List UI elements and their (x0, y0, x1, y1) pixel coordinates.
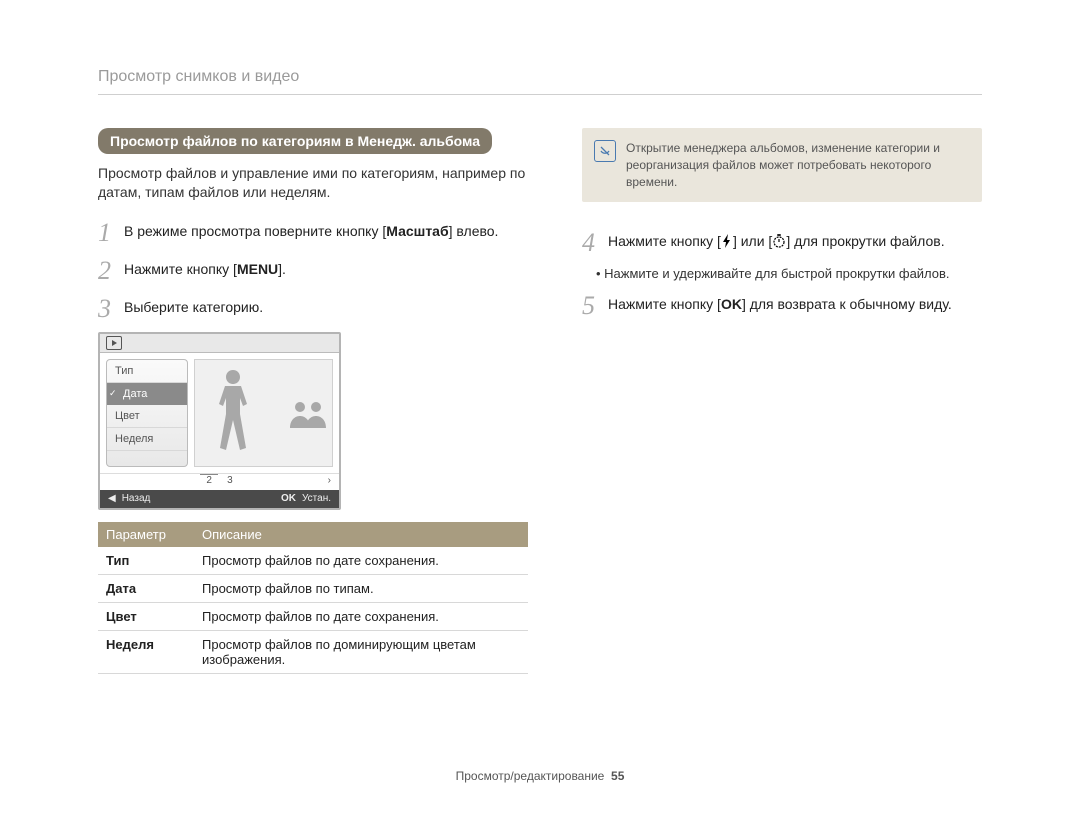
page-header: Просмотр снимков и видео (98, 68, 299, 86)
note-callout: Открытие менеджера альбомов, изменение к… (582, 128, 982, 202)
step-text: Выберите категорию. (124, 294, 263, 318)
menu-item-label: Дата (123, 388, 147, 400)
footer-page-number: 55 (611, 769, 624, 783)
intro-text: Просмотр файлов и управление ими по кате… (98, 164, 528, 202)
step-2: 2 Нажмите кнопку [MENU]. (98, 256, 528, 286)
ok-label: OK (281, 493, 296, 504)
playback-mode-icon (106, 336, 122, 350)
step-number: 3 (98, 294, 124, 324)
section-title: Просмотр файлов по категориям в Менедж. … (98, 128, 492, 154)
timer-icon (772, 234, 786, 254)
step-suffix: ]. (278, 261, 286, 277)
param-label: Тип (98, 547, 194, 575)
page-num-current: 2 (200, 474, 218, 486)
step-text: Нажмите кнопку [ ] или [ ] для прокрутки ф… (608, 228, 945, 254)
set-label: Устан. (302, 493, 331, 504)
figure-pager: 2 3 › (100, 473, 339, 490)
step-mid: ] или [ (733, 233, 772, 249)
step-number: 1 (98, 218, 124, 248)
menu-item-week[interactable]: Неделя (107, 428, 187, 451)
chevron-right-icon: › (328, 475, 331, 486)
step-prefix: Нажмите кнопку [ (608, 296, 721, 312)
step-suffix: ] для возврата к обычному виду. (742, 296, 952, 312)
step-suffix: ] влево. (449, 223, 499, 239)
table-row: ДатаПросмотр файлов по типам. (98, 574, 528, 602)
flash-icon (721, 234, 733, 254)
step-text: Нажмите кнопку [MENU]. (124, 256, 286, 280)
step-5: 5 Нажмите кнопку [OK] для возврата к обы… (582, 291, 982, 321)
step-prefix: В режиме просмотра поверните кнопку [ (124, 223, 386, 239)
table-head-param: Параметр (98, 522, 194, 547)
step-number: 4 (582, 228, 608, 258)
params-table: Параметр Описание ТипПросмотр файлов по … (98, 522, 528, 674)
step-text: В режиме просмотра поверните кнопку [Мас… (124, 218, 498, 242)
param-label: Дата (98, 574, 194, 602)
step-suffix: ] для прокрутки файлов. (786, 233, 944, 249)
camera-screen-figure: Тип Дата Цвет Неделя (98, 332, 341, 510)
footer-label: Просмотр/редактирование (456, 769, 605, 783)
param-desc: Просмотр файлов по дате сохранения. (194, 547, 528, 575)
step-prefix: Нажмите кнопку [ (124, 261, 237, 277)
figure-bottombar: ◀ Назад OK Устан. (100, 490, 339, 508)
table-row: ТипПросмотр файлов по дате сохранения. (98, 547, 528, 575)
person-silhouette-icon (211, 368, 255, 458)
back-label: Назад (122, 493, 151, 504)
people-silhouette-icon (290, 398, 326, 428)
category-menu: Тип Дата Цвет Неделя (106, 359, 188, 467)
step-key: MENU (237, 261, 278, 277)
table-row: НеделяПросмотр файлов по доминирующим цв… (98, 630, 528, 673)
step-key: Масштаб (386, 223, 448, 239)
param-desc: Просмотр файлов по доминирующим цветам и… (194, 630, 528, 673)
table-row: ЦветПросмотр файлов по дате сохранения. (98, 602, 528, 630)
param-label: Неделя (98, 630, 194, 673)
page-footer: Просмотр/редактирование 55 (0, 769, 1080, 783)
menu-item-date[interactable]: Дата (107, 383, 187, 405)
figure-topbar (100, 334, 339, 353)
page-num: 3 (221, 475, 239, 486)
callout-text: Открытие менеджера альбомов, изменение к… (626, 141, 940, 189)
table-head-desc: Описание (194, 522, 528, 547)
step-4-sub: Нажмите и удерживайте для быстрой прокру… (596, 266, 982, 281)
step-number: 5 (582, 291, 608, 321)
step-4: 4 Нажмите кнопку [ ] или [ ] для прокрутки… (582, 228, 982, 258)
step-number: 2 (98, 256, 124, 286)
header-rule (98, 94, 982, 95)
back-arrow-icon: ◀ (108, 493, 116, 504)
step-prefix: Нажмите кнопку [ (608, 233, 721, 249)
step-1: 1 В режиме просмотра поверните кнопку [М… (98, 218, 528, 248)
step-3: 3 Выберите категорию. (98, 294, 528, 324)
preview-thumbnail (194, 359, 333, 467)
param-desc: Просмотр файлов по дате сохранения. (194, 602, 528, 630)
menu-item-color[interactable]: Цвет (107, 405, 187, 428)
step-text: Нажмите кнопку [OK] для возврата к обычн… (608, 291, 952, 315)
param-desc: Просмотр файлов по типам. (194, 574, 528, 602)
menu-item-type[interactable]: Тип (107, 360, 187, 383)
step-key: OK (721, 296, 742, 312)
step-prefix: Выберите категорию. (124, 299, 263, 315)
param-label: Цвет (98, 602, 194, 630)
note-icon (594, 140, 616, 162)
